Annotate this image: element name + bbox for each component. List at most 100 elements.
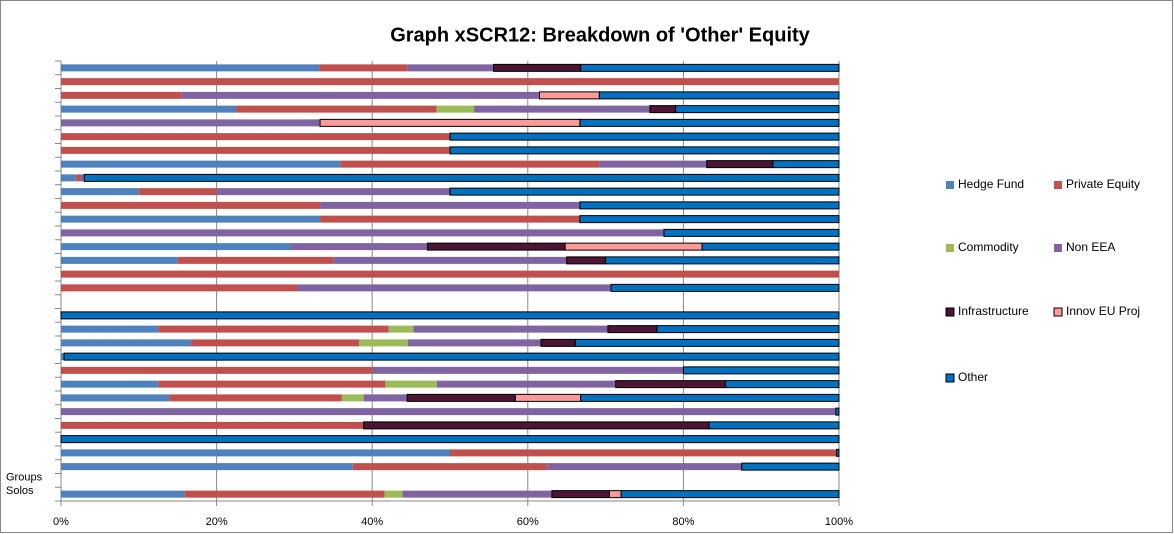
bar-segment [598, 91, 840, 100]
bar-segment [61, 394, 170, 402]
bar-segment [352, 463, 548, 471]
legend-swatch [946, 244, 954, 252]
x-tick-label: 60% [517, 516, 539, 528]
legend-swatch [945, 307, 955, 317]
bar-segment [449, 146, 840, 155]
legend-label: Commodity [958, 240, 1019, 254]
bar-segment [61, 119, 321, 127]
x-tick-label: 20% [206, 516, 228, 528]
bar-segment [63, 352, 840, 361]
bar-segment [61, 91, 182, 99]
bar-segment [514, 393, 582, 402]
bar-segment [61, 325, 159, 333]
bar-segment [61, 339, 191, 347]
bar-segment [426, 242, 566, 251]
bar-segment [724, 380, 840, 389]
bar-segment [61, 215, 321, 223]
bar-segment [675, 105, 840, 114]
bar-segment [579, 201, 840, 210]
bar-segment [358, 339, 408, 347]
bar-segment [61, 380, 159, 388]
y-tick-label: Solos [6, 485, 34, 497]
bar-segment [615, 380, 726, 389]
bar-segment [363, 394, 408, 402]
bar-segment [61, 229, 664, 237]
bar-segment [836, 448, 840, 457]
bar-segment [61, 243, 291, 251]
bar-segment [706, 160, 774, 169]
legend-swatch [1054, 181, 1062, 189]
legend-label: Infrastructure [958, 304, 1029, 318]
legend-label: Hedge Fund [958, 177, 1024, 191]
bar-segment [61, 353, 65, 361]
bar-segment [61, 188, 139, 196]
bar-segment [607, 325, 658, 334]
bar-segment [181, 91, 540, 99]
bar-segment [835, 407, 840, 416]
bar-segment [574, 338, 840, 347]
bar-segment [83, 173, 840, 182]
bar-segment [540, 338, 576, 347]
bar-segment [61, 256, 178, 264]
bar-segment [61, 490, 185, 498]
bar-segment [579, 215, 840, 224]
bar-segment [80, 174, 85, 182]
bar-segment [297, 284, 612, 292]
bar-segment [384, 490, 403, 498]
bar-segment [169, 394, 342, 402]
bar-segment [547, 463, 742, 471]
bar-segment [61, 366, 373, 374]
bar-segment [320, 201, 580, 209]
bar-segment [61, 463, 353, 471]
bar-segment [385, 380, 437, 388]
bar-segment [493, 63, 582, 72]
bar-segment [474, 105, 650, 113]
bar-segment [407, 64, 494, 72]
bar-segment [772, 160, 840, 169]
bar-segment [372, 366, 684, 374]
bar-segment [61, 105, 237, 113]
bar-segment [138, 188, 217, 196]
x-tick-label: 80% [672, 516, 694, 528]
bar-segment [579, 118, 840, 127]
bar-segment [656, 325, 840, 334]
bar-segment [608, 490, 622, 499]
bar-segment [407, 339, 542, 347]
chart-title: Graph xSCR12: Breakdown of 'Other' Equit… [390, 24, 810, 46]
bar-segment [413, 325, 608, 333]
bar-segment [436, 105, 475, 113]
bar-segment [61, 146, 450, 154]
bar-segment [61, 133, 450, 141]
bar-segment [61, 284, 298, 292]
bar-segment [449, 132, 840, 141]
bar-segment [701, 242, 840, 251]
bar-segment [580, 393, 840, 402]
x-tick-label: 40% [361, 516, 383, 528]
bar-segment [708, 421, 840, 430]
bar-segment [61, 174, 76, 182]
x-tick-label: 0% [53, 516, 69, 528]
legend-swatch [945, 373, 955, 383]
bar-segment [216, 188, 450, 196]
bar-segment [158, 325, 389, 333]
bar-segment [61, 421, 364, 429]
bar-segment [319, 64, 408, 72]
bar-segment [388, 325, 414, 333]
legend-label: Other [958, 370, 988, 384]
bar-segment [436, 380, 616, 388]
bar-segment [649, 105, 677, 114]
x-tick-label: 100% [825, 516, 853, 528]
bar-segment [341, 394, 364, 402]
legend-label: Private Equity [1066, 177, 1140, 191]
bar-segment [61, 449, 450, 457]
bar-segment [566, 256, 607, 265]
bar-segment [580, 63, 840, 72]
legend-swatch [1054, 244, 1062, 252]
bar-segment [190, 339, 359, 347]
bar-segment [236, 105, 437, 113]
bar-segment [551, 490, 610, 499]
bar-segment [184, 490, 385, 498]
bar-segment [75, 174, 81, 182]
bar-segment [61, 78, 839, 86]
